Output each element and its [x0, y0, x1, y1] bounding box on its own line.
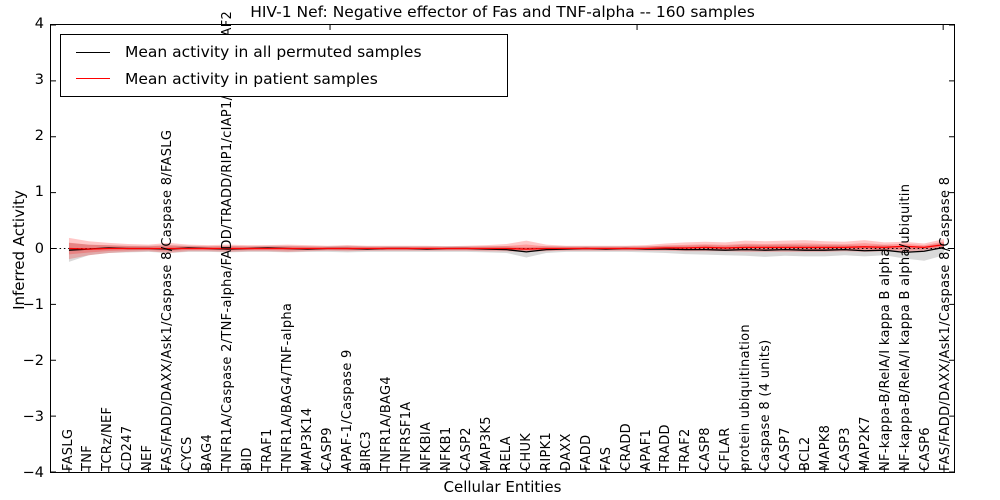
x-tick-label: MAP2K7	[857, 416, 873, 471]
y-tick-label: −4	[22, 465, 44, 481]
y-tick-label: −3	[22, 408, 44, 425]
y-tick-label: 2	[34, 128, 44, 145]
y-tick-label: 3	[34, 72, 44, 89]
line-patient	[68, 243, 945, 250]
x-tick-label: NFKBIA	[419, 421, 435, 471]
x-tick-label: NF-kappa-B/RelA/I kappa B alpha/ubiquiti…	[897, 183, 913, 471]
legend-line-black	[76, 51, 110, 53]
x-tick-label: APAF1	[638, 428, 654, 471]
chart-title: HIV-1 Nef: Negative effector of Fas and …	[250, 3, 755, 21]
x-tick-label: TRAF1	[259, 428, 275, 471]
x-tick-label: TNFR1A/BAG4	[379, 376, 395, 471]
x-tick-label: CHUK	[518, 432, 534, 471]
x-tick-label: CYCS	[180, 436, 196, 471]
x-tick-label: CASP8	[698, 427, 714, 471]
x-tick-label: CRADD	[618, 423, 634, 471]
plot-area	[50, 24, 955, 473]
x-tick-label: TNF	[80, 444, 96, 471]
x-tick-label: MAP3K5	[479, 416, 495, 471]
y-tick-label: 4	[34, 16, 44, 32]
y-tick-label: 0	[34, 240, 44, 257]
x-tick-label: TCRz/NEF	[100, 406, 116, 471]
legend-line-red	[76, 78, 110, 80]
x-tick-label: protein ubiquitination	[738, 324, 754, 471]
x-tick-label: NF-kappa-B/RelA/I kappa B alpha	[877, 248, 893, 471]
x-tick-label: TNFR1A/BAG4/TNF-alpha	[279, 302, 295, 471]
x-tick-label: APAF-1/Caspase 9	[339, 349, 355, 471]
x-tick-label: RELA	[499, 436, 514, 471]
x-axis-label: Cellular Entities	[443, 478, 562, 496]
x-tick-label: TRAF2	[678, 428, 694, 471]
legend-label-patient: Mean activity in patient samples	[125, 69, 378, 88]
x-tick-label: BID	[239, 447, 255, 471]
x-tick-label: Caspase 8 (4 units)	[758, 339, 774, 471]
legend: Mean activity in all permuted samples Me…	[60, 34, 508, 97]
x-tick-label: CASP9	[319, 427, 335, 471]
x-tick-label: CFLAR	[718, 427, 734, 471]
y-tick-label: −1	[22, 296, 44, 313]
x-tick-label: FAS	[598, 446, 614, 471]
x-tick-label: CASP6	[917, 427, 933, 471]
x-tick-label: MAPK8	[817, 424, 833, 471]
x-tick-label: CASP2	[459, 427, 475, 471]
x-tick-label: TRADD	[658, 424, 674, 471]
x-tick-label: FAS/FADD/DAXX/Ask1/Caspase 8/Caspase 8/F…	[160, 129, 176, 471]
x-tick-label: NFKB1	[439, 426, 455, 471]
x-tick-label: CASP3	[837, 427, 853, 471]
legend-label-permuted: Mean activity in all permuted samples	[125, 43, 422, 62]
legend-item-permuted: Mean activity in all permuted samples	[76, 43, 507, 61]
x-tick-label: FASLG	[60, 428, 76, 471]
x-tick-label: MAP3K14	[299, 407, 315, 471]
x-tick-label: FADD	[578, 434, 594, 471]
x-tick-label: BAG4	[200, 433, 216, 471]
y-axis-label: Inferred Activity	[10, 190, 28, 310]
legend-item-patient: Mean activity in patient samples	[76, 70, 507, 88]
y-tick-label: 1	[34, 184, 44, 201]
y-tick-label: −2	[22, 352, 44, 369]
x-tick-label: TNFRSF1A	[399, 401, 415, 471]
x-tick-label: CASP7	[778, 427, 794, 471]
x-tick-label: NEF	[140, 444, 156, 471]
x-tick-label: BIRC3	[359, 431, 375, 471]
x-tick-label: BCL2	[797, 436, 813, 471]
x-tick-label: DAXX	[558, 433, 574, 471]
x-tick-label: CD247	[120, 425, 136, 471]
x-tick-label: FAS/FADD/DAXX/Ask1/Caspase 8/Caspase 8	[937, 176, 953, 471]
x-tick-label: RIPK1	[538, 431, 554, 471]
chart-canvas	[51, 25, 954, 472]
